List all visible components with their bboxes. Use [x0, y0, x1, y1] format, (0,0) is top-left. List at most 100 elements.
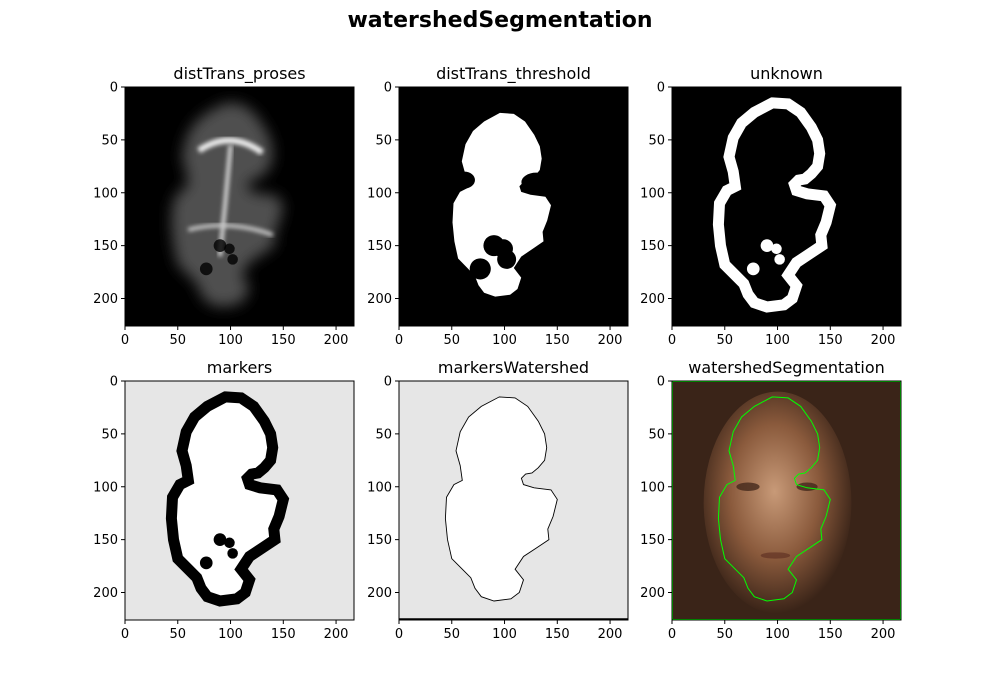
- subplot-4: 0 50 100 150 200 0 50 100 150 200 markers: [93, 358, 355, 642]
- y-tick-label: 0: [657, 375, 665, 390]
- image-area: [672, 87, 901, 326]
- y-tick-label: 0: [657, 81, 665, 96]
- x-tick-label: 0: [395, 627, 403, 642]
- axes-frame: [671, 86, 902, 327]
- x-tick-label: 150: [271, 333, 296, 348]
- x-tick-label: 100: [218, 333, 243, 348]
- axes-frame: [671, 380, 902, 621]
- dark-blob: [224, 243, 235, 255]
- x-tick-label: 200: [871, 627, 896, 642]
- x-tick-label: 0: [395, 333, 403, 348]
- x-tick-label: 200: [598, 333, 623, 348]
- subplot-title: unknown: [750, 64, 823, 83]
- axes-frame: [398, 380, 629, 621]
- y-tick-label: 100: [93, 186, 118, 201]
- figure-title: watershedSegmentation: [347, 8, 653, 33]
- x-tick-label: 150: [545, 333, 570, 348]
- subplot-1: 0 50 100 150 200 0 50 100 150 200 distTrans_proses: [93, 64, 355, 348]
- axes-frame: [124, 380, 355, 621]
- unknown-blob: [774, 254, 785, 265]
- axes-frame: [124, 86, 355, 327]
- y-tick-label: 50: [648, 427, 665, 442]
- y-tick-label: 0: [384, 375, 392, 390]
- x-tick-label: 200: [871, 333, 896, 348]
- marker-blob: [199, 556, 213, 570]
- x-tick-label: 50: [169, 333, 186, 348]
- unknown-blob: [760, 239, 774, 252]
- x-tick-label: 100: [492, 627, 517, 642]
- subplot-title: distTrans_threshold: [436, 64, 591, 84]
- x-tick-label: 150: [545, 627, 570, 642]
- dark-blob: [199, 262, 213, 276]
- hole: [521, 172, 551, 192]
- subplot-5: 0 50 100 150 200 0 50 100 150 200 markersWatershed: [367, 358, 629, 642]
- image-area: [399, 87, 628, 326]
- image-area: [672, 381, 901, 620]
- y-tick-label: 150: [93, 533, 118, 548]
- subplot-title: distTrans_proses: [173, 64, 305, 84]
- y-tick-label: 0: [110, 375, 118, 390]
- unknown-ring: [712, 97, 837, 313]
- x-tick-label: 100: [765, 627, 790, 642]
- dark-blob: [213, 239, 227, 252]
- y-tick-label: 150: [367, 239, 392, 254]
- y-tick-label: 200: [367, 292, 392, 307]
- x-tick-label: 200: [598, 627, 623, 642]
- y-tick-label: 200: [367, 586, 392, 601]
- y-tick-label: 50: [375, 133, 392, 148]
- y-tick-label: 50: [648, 133, 665, 148]
- subplot-3: 0 50 100 150 200 0 50 100 150 200 unknown: [640, 64, 902, 348]
- y-tick-label: 200: [640, 292, 665, 307]
- watershed-boundary: [717, 396, 831, 602]
- x-tick-label: 50: [443, 333, 460, 348]
- y-tick-label: 200: [93, 586, 118, 601]
- y-tick-label: 100: [640, 186, 665, 201]
- y-tick-label: 0: [110, 81, 118, 96]
- hole: [453, 171, 475, 189]
- eye: [796, 482, 818, 491]
- x-tick-label: 200: [324, 333, 349, 348]
- distance-glow: [171, 102, 284, 308]
- unknown-blob: [746, 262, 760, 276]
- y-tick-label: 150: [93, 239, 118, 254]
- y-tick-label: 200: [640, 586, 665, 601]
- marker-blob: [224, 537, 235, 549]
- y-tick-label: 100: [367, 186, 392, 201]
- eye: [736, 482, 760, 491]
- watershed-region: [444, 396, 558, 602]
- blob: [469, 258, 491, 280]
- image-area: [125, 381, 354, 620]
- y-tick-label: 50: [101, 427, 118, 442]
- marker-blob: [213, 533, 227, 546]
- y-tick-label: 50: [101, 133, 118, 148]
- axes-frame: [398, 86, 629, 327]
- subplot-title: markersWatershed: [438, 358, 589, 377]
- subplot-6: 0 50 100 150 200 0 50 100 150 200 watershedSegment…: [640, 358, 902, 642]
- subplot-title: markers: [207, 358, 272, 377]
- image-area: [125, 87, 354, 326]
- threshold-region: [452, 112, 551, 297]
- y-tick-label: 150: [640, 239, 665, 254]
- subplot-title: watershedSegmentation: [688, 358, 885, 377]
- ridge-center: [217, 144, 233, 257]
- x-tick-label: 150: [818, 627, 843, 642]
- y-tick-label: 150: [367, 533, 392, 548]
- y-tick-label: 150: [640, 533, 665, 548]
- x-tick-label: 100: [492, 333, 517, 348]
- dark-blob: [227, 254, 238, 265]
- y-tick-label: 0: [384, 81, 392, 96]
- x-tick-label: 50: [443, 627, 460, 642]
- x-tick-label: 0: [121, 333, 129, 348]
- marker-blob: [227, 548, 238, 559]
- unknown-blob: [771, 243, 782, 255]
- x-tick-label: 50: [169, 627, 186, 642]
- x-tick-label: 150: [271, 627, 296, 642]
- marker-region: [165, 391, 290, 607]
- x-tick-label: 150: [818, 333, 843, 348]
- mouth: [760, 552, 791, 559]
- ridge-lower: [187, 223, 274, 237]
- x-tick-label: 50: [716, 627, 733, 642]
- ridge-top: [197, 137, 264, 156]
- x-tick-label: 0: [668, 627, 676, 642]
